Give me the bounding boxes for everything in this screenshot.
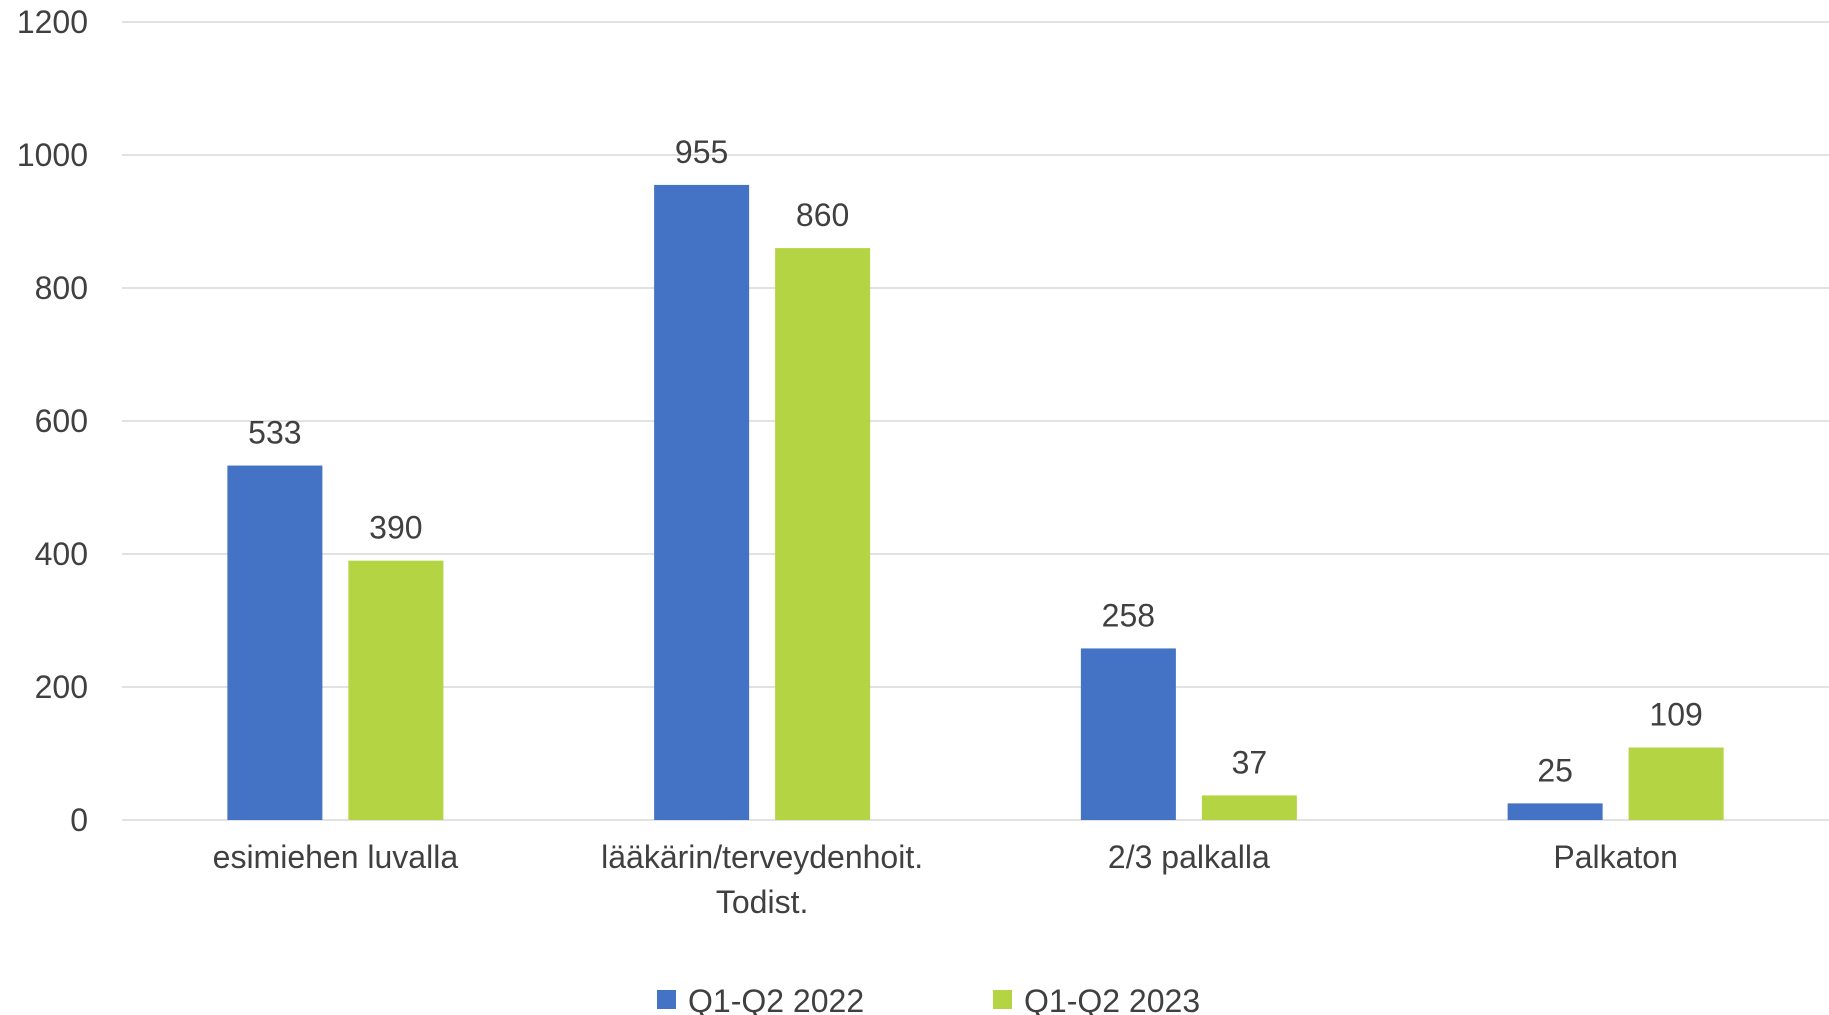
y-tick-label: 1200 (17, 4, 88, 40)
y-tick-label: 0 (70, 802, 88, 838)
legend-swatch (657, 990, 676, 1009)
data-label: 860 (796, 197, 849, 233)
legend-swatch (993, 990, 1012, 1009)
bar (775, 248, 871, 821)
x-axis-category-labels: esimiehen luvalla lääkärin/terveydenhoit.… (213, 839, 1678, 920)
y-tick-label: 200 (35, 669, 88, 705)
data-label: 955 (675, 134, 728, 170)
y-tick-label: 800 (35, 270, 88, 306)
data-label: 258 (1102, 597, 1155, 633)
x-category-label: 2/3 palkalla (1108, 839, 1270, 875)
bar (1201, 795, 1297, 820)
bar (1628, 747, 1724, 820)
x-category-label: esimiehen luvalla (213, 839, 459, 875)
bar (348, 560, 444, 820)
bar (1080, 648, 1176, 820)
bar (1507, 803, 1603, 820)
y-axis-tick-labels: 0 200 400 600 800 1000 1200 (17, 4, 88, 838)
bar (227, 465, 323, 820)
data-label: 25 (1537, 752, 1573, 788)
x-category-label: Palkaton (1553, 839, 1678, 875)
x-category-label: Todist. (716, 884, 808, 920)
data-label: 37 (1232, 744, 1268, 780)
y-tick-label: 600 (35, 403, 88, 439)
data-labels: 533 390 955 860 258 37 25 109 (248, 134, 1703, 788)
legend: Q1-Q2 2022 Q1-Q2 2023 (657, 983, 1200, 1015)
data-label: 533 (248, 415, 301, 451)
data-label: 390 (369, 510, 422, 546)
legend-label: Q1-Q2 2022 (688, 983, 864, 1015)
bar (654, 184, 750, 821)
y-tick-label: 1000 (17, 137, 88, 173)
x-category-label: lääkärin/terveydenhoit. (601, 839, 923, 875)
y-tick-label: 400 (35, 536, 88, 572)
bars (227, 184, 1724, 821)
data-label: 109 (1649, 697, 1702, 733)
legend-label: Q1-Q2 2023 (1024, 983, 1200, 1015)
